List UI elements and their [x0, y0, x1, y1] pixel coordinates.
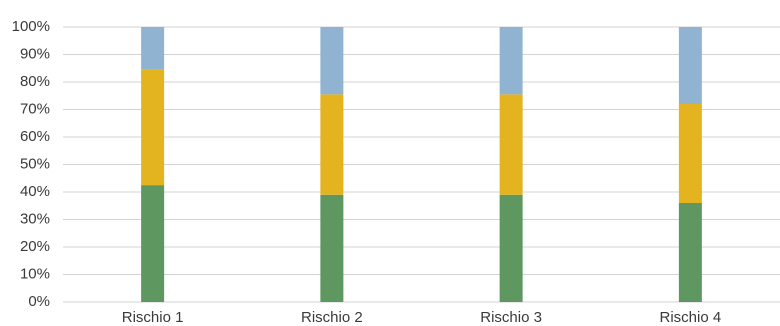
x-tick-label: Rischio 4 [660, 309, 722, 326]
x-tick-label: Rischio 2 [301, 309, 363, 326]
bar-segment-4-3 [678, 27, 702, 104]
bar-segment-4-2 [678, 104, 702, 203]
y-tick-label: 70% [20, 100, 50, 117]
x-tick-label: Rischio 3 [480, 309, 542, 326]
bar-segment-3-3 [499, 27, 523, 95]
bar-segment-1-3 [141, 27, 165, 70]
y-tick-label: 80% [20, 73, 50, 90]
bar-segment-3-2 [499, 94, 523, 195]
bar-segment-2-1 [320, 194, 344, 302]
y-tick-label: 20% [20, 238, 50, 255]
y-tick-label: 50% [20, 155, 50, 172]
y-tick-label: 60% [20, 128, 50, 145]
y-tick-label: 90% [20, 45, 50, 62]
bar-segment-2-3 [320, 27, 344, 95]
bars [141, 27, 702, 302]
y-tick-label: 10% [20, 265, 50, 282]
y-tick-label: 0% [28, 293, 50, 310]
x-axis-tick-labels: Rischio 1 Rischio 2 Rischio 3 Rischio 4 [122, 309, 721, 326]
y-axis-tick-labels: 0% 10% 20% 30% 40% 50% 60% 70% 80% 90% 100% [12, 18, 50, 310]
y-tick-label: 100% [12, 18, 50, 35]
bar-segment-3-1 [499, 194, 523, 302]
y-tick-label: 40% [20, 183, 50, 200]
gridlines [63, 26, 780, 303]
y-tick-label: 30% [20, 210, 50, 227]
bar-segment-4-1 [678, 203, 702, 302]
bar-segment-1-1 [141, 185, 165, 302]
bar-segment-1-2 [141, 69, 165, 186]
x-tick-label: Rischio 1 [122, 309, 184, 326]
bar-segment-2-2 [320, 94, 344, 195]
